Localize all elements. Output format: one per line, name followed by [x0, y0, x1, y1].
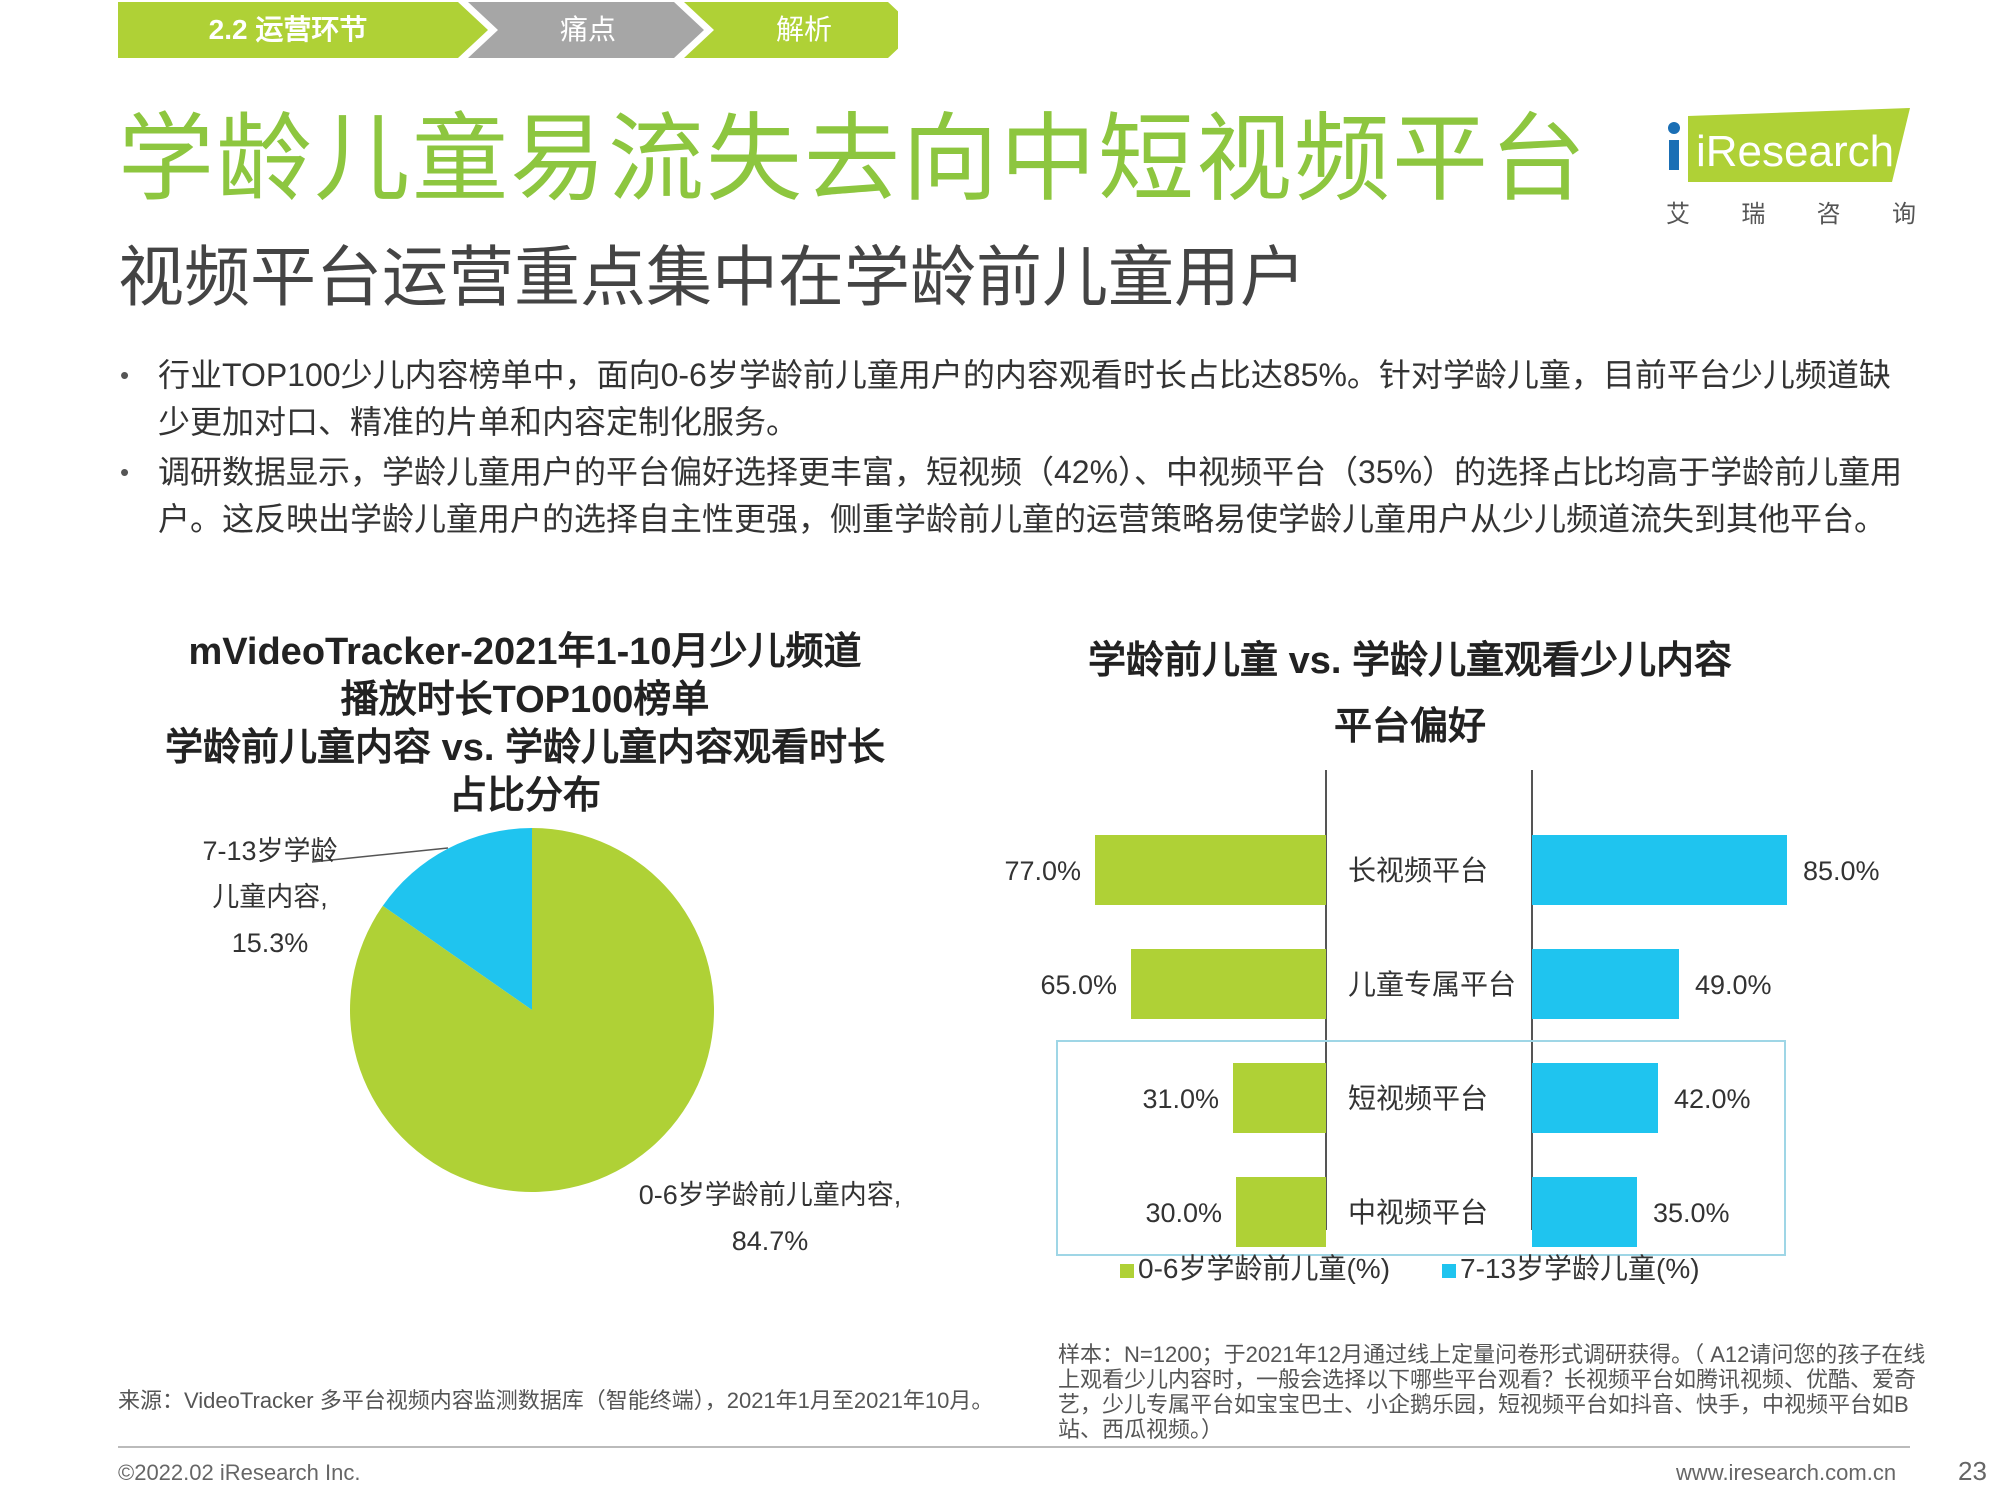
bar-preschool	[1131, 949, 1326, 1019]
legend-swatch	[1120, 1264, 1134, 1278]
pie-label-line: 7-13岁学龄	[202, 836, 338, 866]
data-label-school-age: 85.0%	[1803, 856, 1880, 886]
breadcrumb-item-analysis[interactable]: 解析	[775, 14, 832, 45]
bar-chart: 77.0% 85.0% 长视频平台 65.0% 49.0% 儿童专属平台 31.0% 42.0…	[960, 770, 1960, 1310]
bullet-list: • 行业TOP100少儿内容榜单中，面向0-6岁学龄前儿童用户的内容观看时长占比…	[118, 352, 1908, 546]
category-label: 儿童专属平台	[1348, 969, 1516, 1000]
breadcrumb-chevron-3	[684, 2, 898, 58]
pie-slice-preschool	[350, 828, 715, 1192]
bullet-item: • 调研数据显示，学龄儿童用户的平台偏好选择更丰富，短视频（42%）、中视频平台…	[118, 449, 1908, 543]
breadcrumb-shapes	[118, 2, 898, 58]
category-label: 长视频平台	[1348, 855, 1488, 886]
bar-chart-title: 学龄前儿童 vs. 学龄儿童观看少儿内容 平台偏好	[1030, 628, 1790, 760]
bar-school-age	[1532, 835, 1787, 905]
logo-cn-text: 艾 瑞 咨 询	[1666, 194, 1916, 229]
logo-cn-char: 询	[1891, 201, 1916, 228]
pie-label-school-age: 7-13岁学龄 儿童内容, 15.3%	[170, 828, 370, 966]
data-label-school-age: 49.0%	[1695, 970, 1772, 1000]
bullet-text: 行业TOP100少儿内容榜单中，面向0-6岁学龄前儿童用户的内容观看时长占比达8…	[158, 357, 1891, 440]
pie-chart-title: mVideoTracker-2021年1-10月少儿频道 播放时长TOP100榜…	[140, 628, 910, 820]
logo-brand-text: iResearch	[1696, 127, 1894, 176]
pie-slice-school-age	[382, 828, 532, 1010]
category-label: 短视频平台	[1348, 1083, 1488, 1114]
source-note: 来源：VideoTracker 多平台视频内容监测数据库（智能终端），2021年…	[118, 1388, 994, 1413]
bullet-text: 调研数据显示，学龄儿童用户的平台偏好选择更丰富，短视频（42%）、中视频平台（3…	[158, 454, 1903, 537]
category-label: 中视频平台	[1348, 1197, 1488, 1228]
footer-website-link[interactable]: www.iresearch.com.cn	[1676, 1460, 1897, 1485]
bar-school-age	[1532, 1177, 1637, 1247]
highlight-box	[1056, 1040, 1786, 1256]
breadcrumb: 2.2 运营环节 痛点 解析	[118, 2, 898, 58]
bullet-item: • 行业TOP100少儿内容榜单中，面向0-6岁学龄前儿童用户的内容观看时长占比…	[118, 352, 1908, 446]
data-label-school-age: 35.0%	[1653, 1198, 1730, 1228]
page-title: 学龄儿童易流失去向中短视频平台	[118, 106, 1588, 213]
data-label-preschool: 65.0%	[1040, 970, 1117, 1000]
page-subtitle: 视频平台运营重点集中在学龄前儿童用户	[118, 240, 1306, 314]
logo-mark: iResearch	[1668, 108, 1910, 182]
data-label-school-age: 42.0%	[1674, 1084, 1751, 1114]
pie-label-preschool: 0-6岁学龄前儿童内容, 84.7%	[620, 1172, 920, 1264]
logo-cn-char: 瑞	[1741, 201, 1766, 228]
sample-note: 样本：N=1200；于2021年12月通过线上定量问卷形式调研获得。（ A12请…	[1058, 1342, 1926, 1442]
bar-school-age	[1532, 949, 1679, 1019]
pie-label-line: 84.7%	[731, 1226, 809, 1256]
bar-chart-title-line: 学龄前儿童 vs. 学龄儿童观看少儿内容	[1088, 640, 1732, 682]
breadcrumb-chevron-1	[118, 2, 488, 58]
pie-chart-title-line: mVideoTracker-2021年1-10月少儿频道	[188, 631, 862, 673]
footer-copyright: ©2022.02 iResearch Inc.	[118, 1460, 361, 1485]
breadcrumb-item-pain-point[interactable]: 痛点	[559, 14, 616, 45]
breadcrumb-item-section[interactable]: 2.2 运营环节	[208, 14, 368, 45]
bullet-dot-icon: •	[120, 360, 130, 390]
pie-chart-title-line: 学龄前儿童内容 vs. 学龄儿童内容观看时长	[165, 727, 885, 769]
legend-swatch	[1442, 1264, 1456, 1278]
page-number: 23	[1958, 1456, 1987, 1486]
pie-label-line: 0-6岁学龄前儿童内容,	[638, 1180, 902, 1210]
breadcrumb-chevron-2	[468, 2, 704, 58]
iresearch-logo: iResearch 艾 瑞 咨 询	[1660, 102, 1920, 232]
pie-label-line: 儿童内容,	[212, 882, 328, 912]
data-label-preschool: 77.0%	[1004, 856, 1081, 886]
logo-cn-char: 艾	[1666, 201, 1690, 228]
logo-cn-char: 咨	[1816, 201, 1841, 228]
bar-preschool	[1095, 835, 1326, 905]
bar-preschool	[1233, 1063, 1326, 1133]
bar-preschool	[1236, 1177, 1326, 1247]
bar-chart-title-line: 平台偏好	[1333, 706, 1486, 748]
legend-label: 7-13岁学龄儿童(%)	[1460, 1253, 1700, 1284]
pie-chart-title-line: 播放时长TOP100榜单	[340, 679, 710, 721]
data-label-preschool: 31.0%	[1142, 1084, 1219, 1114]
data-label-preschool: 30.0%	[1145, 1198, 1222, 1228]
pie-chart-title-line: 占比分布	[448, 775, 601, 817]
pie-label-line: 15.3%	[231, 928, 309, 958]
bullet-dot-icon: •	[120, 457, 130, 487]
footer-divider	[118, 1446, 1910, 1448]
legend-label: 0-6岁学龄前儿童(%)	[1138, 1253, 1390, 1284]
bar-chart-svg: 77.0% 85.0% 长视频平台 65.0% 49.0% 儿童专属平台 31.0% 42.0…	[1004, 770, 1880, 1284]
bar-school-age	[1532, 1063, 1658, 1133]
pie-leader-line	[311, 847, 449, 863]
